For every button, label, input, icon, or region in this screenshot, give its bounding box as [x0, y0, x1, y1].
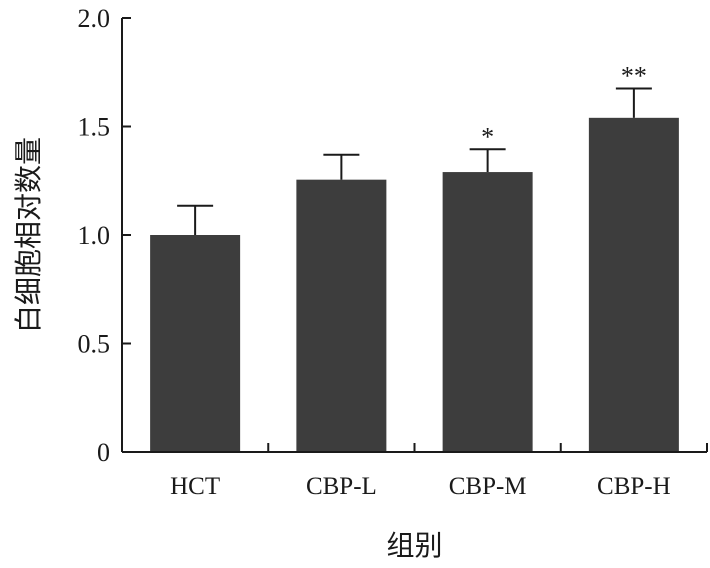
bar	[442, 172, 533, 452]
significance-label: **	[621, 62, 647, 91]
y-tick-label: 0	[97, 438, 110, 467]
error-bars-layer	[177, 87, 652, 235]
category-label: CBP-H	[597, 473, 671, 500]
bar	[150, 235, 241, 452]
bars-layer	[150, 117, 679, 453]
category-label: CBP-L	[306, 473, 377, 500]
bar	[588, 117, 679, 452]
y-tick-label: 1.5	[78, 113, 111, 142]
y-tick-label: 1.0	[78, 221, 111, 250]
bar	[296, 179, 387, 453]
y-axis-title: 白细胞相对数量	[13, 137, 45, 333]
y-tick-label: 2.0	[78, 4, 111, 33]
category-label: CBP-M	[449, 473, 527, 500]
x-axis-title: 组别	[386, 530, 442, 562]
y-tick-label: 0.5	[78, 330, 111, 359]
axes-layer	[121, 17, 708, 453]
labels-layer: 0 0.5 1.0 1.5 2.0 HCT CBP-L CBP-M * CBP-H **	[78, 4, 671, 500]
category-label: HCT	[170, 473, 220, 500]
significance-label: *	[481, 122, 494, 151]
